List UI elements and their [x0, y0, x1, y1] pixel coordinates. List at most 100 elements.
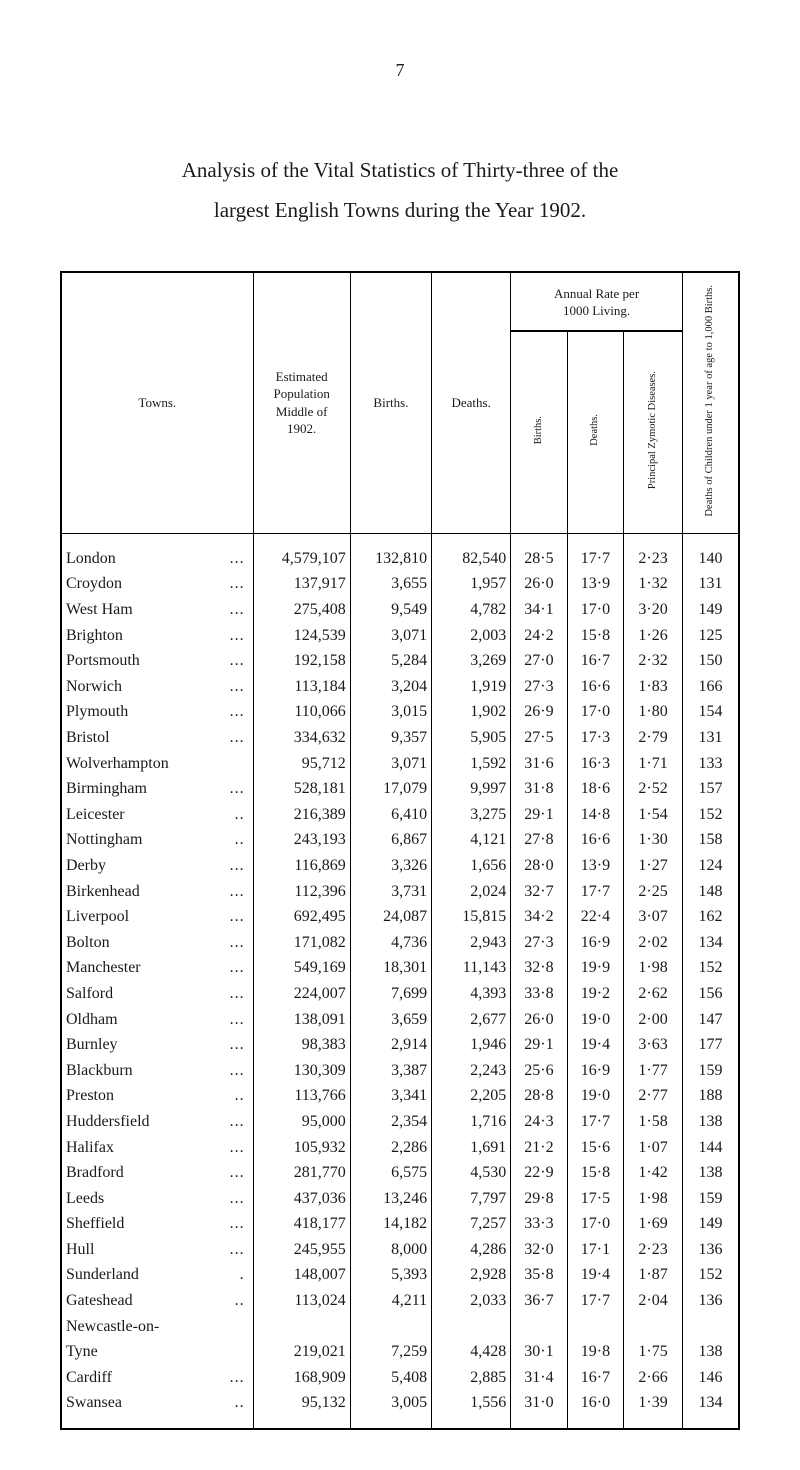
town-name: Blackburn [66, 1062, 133, 1079]
cell-births: 3,015 [350, 699, 431, 725]
cell-town: Gateshead.. [61, 1288, 253, 1314]
cell-estimated: 192,158 [253, 648, 350, 674]
cell-deaths-children: 149 [682, 1211, 739, 1237]
cell-estimated: 245,955 [253, 1237, 350, 1263]
cell-rate-zymotic: 3·63 [624, 1032, 683, 1058]
cell-deaths: 1,592 [432, 751, 511, 777]
table-row: Blackburn...130,3093,3872,24325·616·91·7… [61, 1058, 739, 1084]
leader-dots: ... [230, 1111, 249, 1133]
cell-estimated: 130,309 [253, 1058, 350, 1084]
table-row: Leicester..216,3896,4103,27529·114·81·54… [61, 802, 739, 828]
cell-births: 13,246 [350, 1186, 431, 1212]
cell-rate-births: 25·6 [511, 1058, 567, 1084]
town-name: Cardiff [66, 1369, 112, 1386]
cell-births: 3,387 [350, 1058, 431, 1084]
cell-rate-zymotic: 2·02 [624, 930, 683, 956]
cell-estimated: 334,632 [253, 725, 350, 751]
cell-births: 5,284 [350, 648, 431, 674]
cell-deaths: 2,677 [432, 1007, 511, 1033]
cell-deaths: 2,003 [432, 623, 511, 649]
statistics-table: Towns. Estimated Population Middle of 19… [60, 271, 740, 1430]
cell-deaths: 1,946 [432, 1032, 511, 1058]
cell-town: Oldham... [61, 1007, 253, 1033]
cell-estimated: 138,091 [253, 1007, 350, 1033]
cell-rate-deaths: 17·7 [567, 1288, 623, 1314]
cell-rate-zymotic: 1·58 [624, 1109, 683, 1135]
cell-rate-births: 33·8 [511, 981, 567, 1007]
cell-births: 5,393 [350, 1262, 431, 1288]
leader-dots: ... [230, 573, 249, 595]
cell-rate-births: 24·2 [511, 623, 567, 649]
cell-rate-deaths: 19·8 [567, 1339, 623, 1365]
town-name: Norwich [66, 678, 122, 695]
cell-estimated: 171,082 [253, 930, 350, 956]
cell-deaths-children: 149 [682, 597, 739, 623]
leader-dots: ... [230, 599, 249, 621]
cell-rate-deaths: 19·4 [567, 1032, 623, 1058]
cell-deaths-children: 146 [682, 1365, 739, 1391]
cell-estimated [253, 1314, 350, 1340]
leader-dots: ... [230, 881, 249, 903]
cell-deaths: 2,024 [432, 879, 511, 905]
table-row: Salford...224,0077,6994,39333·819·22·621… [61, 981, 739, 1007]
cell-estimated: 437,036 [253, 1186, 350, 1212]
cell-deaths: 2,243 [432, 1058, 511, 1084]
cell-rate-zymotic: 1·98 [624, 955, 683, 981]
cell-town: Sunderland. [61, 1262, 253, 1288]
cell-deaths-children: 150 [682, 648, 739, 674]
leader-dots: .. [235, 829, 249, 851]
cell-births [350, 1314, 431, 1340]
cell-rate-zymotic: 1·75 [624, 1339, 683, 1365]
title-line-1: Analysis of the Vital Statistics of Thir… [182, 158, 619, 182]
cell-estimated: 116,869 [253, 853, 350, 879]
cell-rate-births: 29·1 [511, 802, 567, 828]
table-row: Preston..113,7663,3412,20528·819·02·7718… [61, 1083, 739, 1109]
cell-town: Newcastle-on- [61, 1314, 253, 1340]
cell-rate-deaths: 16·9 [567, 1058, 623, 1084]
cell-rate-births: 27·3 [511, 674, 567, 700]
cell-estimated: 549,169 [253, 955, 350, 981]
cell-births: 4,736 [350, 930, 431, 956]
cell-town: Bradford... [61, 1160, 253, 1186]
leader-dots: ... [230, 727, 249, 749]
cell-rate-births: 31·0 [511, 1390, 567, 1429]
cell-estimated: 113,766 [253, 1083, 350, 1109]
cell-town: Burnley... [61, 1032, 253, 1058]
table-row: Tyne219,0217,2594,42830·119·81·75138 [61, 1339, 739, 1365]
town-name: London [66, 550, 116, 567]
cell-rate-zymotic: 1·87 [624, 1262, 683, 1288]
cell-deaths: 3,275 [432, 802, 511, 828]
cell-deaths-children: 157 [682, 776, 739, 802]
cell-rate-zymotic: 1·39 [624, 1390, 683, 1429]
cell-town: Hull... [61, 1237, 253, 1263]
cell-rate-births: 31·8 [511, 776, 567, 802]
cell-rate-zymotic: 2·32 [624, 648, 683, 674]
leader-dots: ... [230, 957, 249, 979]
cell-rate-zymotic: 1·32 [624, 571, 683, 597]
leader-dots: ... [230, 701, 249, 723]
cell-births: 6,575 [350, 1160, 431, 1186]
cell-deaths-children: 138 [682, 1109, 739, 1135]
leader-dots: ... [230, 983, 249, 1005]
cell-deaths: 1,691 [432, 1135, 511, 1161]
cell-estimated: 243,193 [253, 827, 350, 853]
cell-estimated: 113,024 [253, 1288, 350, 1314]
leader-dots: ... [230, 625, 249, 647]
cell-rate-zymotic: 2·00 [624, 1007, 683, 1033]
cell-rate-deaths: 19·2 [567, 981, 623, 1007]
town-name: Bolton [66, 934, 110, 951]
town-name: Sunderland [66, 1266, 139, 1283]
cell-deaths-children: 134 [682, 930, 739, 956]
cell-estimated: 95,132 [253, 1390, 350, 1429]
cell-births: 3,326 [350, 853, 431, 879]
cell-deaths-children: 124 [682, 853, 739, 879]
cell-births: 7,259 [350, 1339, 431, 1365]
cell-deaths-children: 134 [682, 1390, 739, 1429]
cell-rate-zymotic: 2·79 [624, 725, 683, 751]
cell-estimated: 528,181 [253, 776, 350, 802]
town-name: Portsmouth [66, 652, 140, 669]
cell-deaths-children: 166 [682, 674, 739, 700]
cell-deaths-children: 158 [682, 827, 739, 853]
cell-births: 3,341 [350, 1083, 431, 1109]
cell-estimated: 124,539 [253, 623, 350, 649]
